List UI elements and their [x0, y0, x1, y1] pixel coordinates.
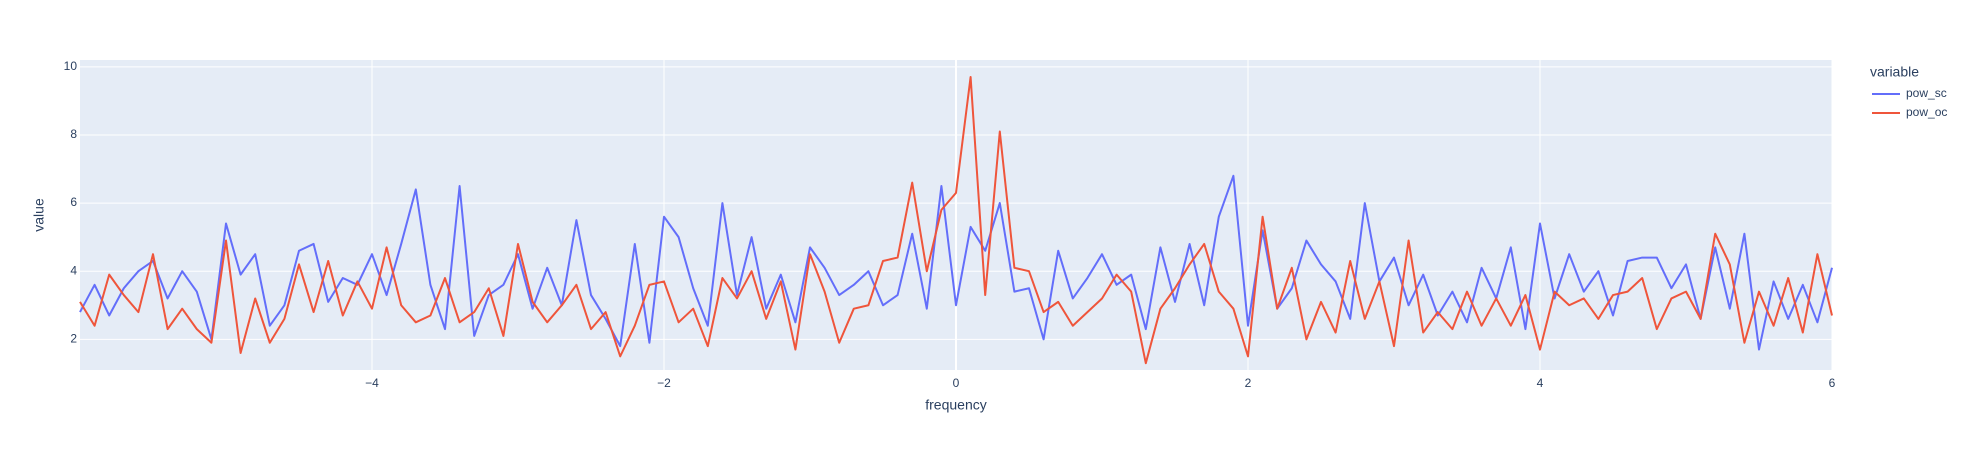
- x-tick-label: 0: [953, 376, 960, 390]
- x-axis-title: frequency: [925, 397, 986, 413]
- series-line: [79, 174, 1833, 351]
- y-tick-label: 2: [70, 332, 77, 346]
- y-axis-title: value: [31, 198, 47, 232]
- x-tick-label: −4: [365, 376, 379, 390]
- legend-label: pow_oc: [1906, 105, 1947, 119]
- y-tick-label: 8: [70, 127, 77, 141]
- x-tick-label: 6: [1829, 376, 1836, 390]
- x-tick-label: 4: [1537, 376, 1544, 390]
- x-tick-label: −2: [657, 376, 671, 390]
- legend-label: pow_sc: [1906, 86, 1947, 100]
- legend-title: variable: [1870, 64, 1919, 80]
- x-tick-label: 2: [1245, 376, 1252, 390]
- y-tick-label: 6: [70, 195, 77, 209]
- y-tick-label: 10: [64, 59, 78, 73]
- lines: [79, 76, 1833, 365]
- y-tick-label: 4: [70, 263, 77, 277]
- series-line: [79, 76, 1833, 365]
- grid: [80, 60, 1833, 370]
